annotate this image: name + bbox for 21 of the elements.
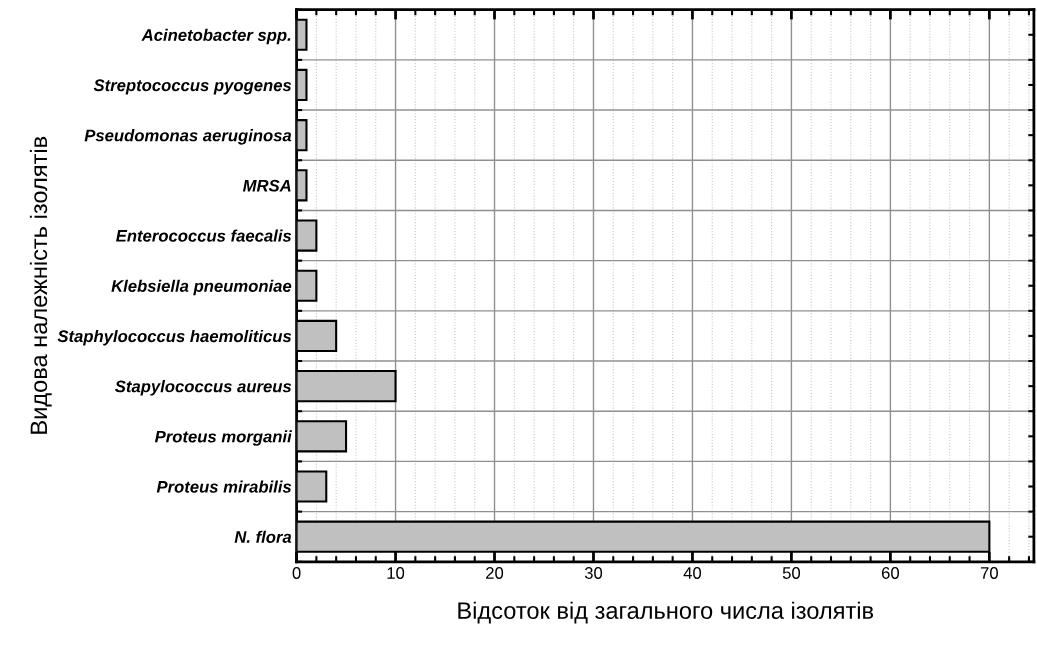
y-tick-label: Pseudomonas aeruginosa [84,129,292,145]
y-tick-label: Enterococcus faecalis [116,229,292,242]
y-tick-label: Acinetobacter spp. [141,28,291,45]
x-tick-label: 0 [292,567,301,579]
y-tick-label: Klebsiella pneumoniae [111,279,292,296]
x-tick-label: 40 [683,567,702,579]
y-tick-label: Stapylococcus aureus [115,380,292,396]
x-tick-label: 30 [584,567,603,579]
y-tick-label: N. flora [234,530,292,543]
y-axis-title: Видова належність ізолятів [29,136,52,434]
x-tick-label: 10 [387,567,405,579]
y-tick-label: Staphylococcus haemoliticus [57,329,292,346]
x-tick-label: 70 [980,567,998,579]
x-tick-label: 60 [881,567,899,579]
y-tick-label: Proteus mirabilis [156,480,292,493]
y-tick-label: Streptococcus pyogenes [93,79,292,95]
y-tick-label: Proteus morganii [154,430,293,446]
y-tick-label: MRSA [242,179,291,192]
x-tick-label: 20 [486,567,504,579]
x-axis-title: Відсоток від загального числа ізолятів [458,601,874,624]
x-tick-label: 50 [782,567,801,579]
